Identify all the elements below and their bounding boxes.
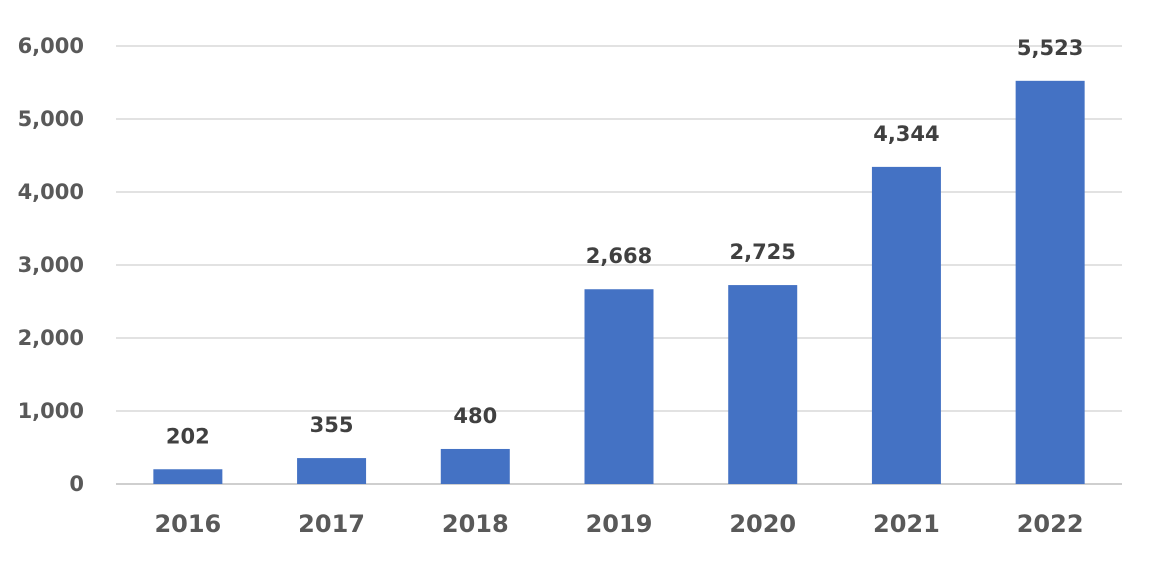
data-label-2018: 480 bbox=[453, 404, 497, 428]
bar-2016 bbox=[153, 469, 223, 484]
bar-2021 bbox=[871, 166, 941, 484]
data-label-2017: 355 bbox=[310, 413, 354, 437]
x-tick-label-2016: 2016 bbox=[154, 510, 221, 538]
x-tick-label-2020: 2020 bbox=[729, 510, 796, 538]
data-label-2022: 5,523 bbox=[1017, 36, 1083, 60]
x-axis-tick-labels: 2016 2017 2018 2019 2020 2021 2022 bbox=[154, 510, 1083, 538]
y-tick-label: 6,000 bbox=[18, 34, 84, 58]
bar-2019 bbox=[584, 289, 654, 484]
bar-2018 bbox=[440, 448, 510, 484]
data-labels: 202 355 480 2,668 2,725 4,344 5,523 bbox=[166, 36, 1083, 448]
x-tick-label-2019: 2019 bbox=[586, 510, 653, 538]
y-tick-label: 0 bbox=[69, 472, 84, 496]
x-tick-label-2018: 2018 bbox=[442, 510, 509, 538]
data-label-2021: 4,344 bbox=[873, 122, 939, 146]
data-label-2019: 2,668 bbox=[586, 244, 652, 268]
y-tick-label: 1,000 bbox=[18, 399, 84, 423]
x-tick-label-2017: 2017 bbox=[298, 510, 365, 538]
y-tick-label: 5,000 bbox=[18, 107, 84, 131]
y-tick-label: 3,000 bbox=[18, 253, 84, 277]
bar-2017 bbox=[297, 458, 367, 484]
data-label-2020: 2,725 bbox=[729, 240, 795, 264]
y-tick-label: 4,000 bbox=[18, 180, 84, 204]
bars bbox=[153, 80, 1085, 485]
x-tick-label-2022: 2022 bbox=[1017, 510, 1084, 538]
bar-2020 bbox=[728, 285, 798, 484]
bar-2022 bbox=[1015, 80, 1085, 485]
x-tick-label-2021: 2021 bbox=[873, 510, 940, 538]
data-label-2016: 202 bbox=[166, 424, 210, 448]
y-axis-tick-labels: 0 1,000 2,000 3,000 4,000 5,000 6,000 bbox=[18, 34, 84, 496]
y-tick-label: 2,000 bbox=[18, 326, 84, 350]
